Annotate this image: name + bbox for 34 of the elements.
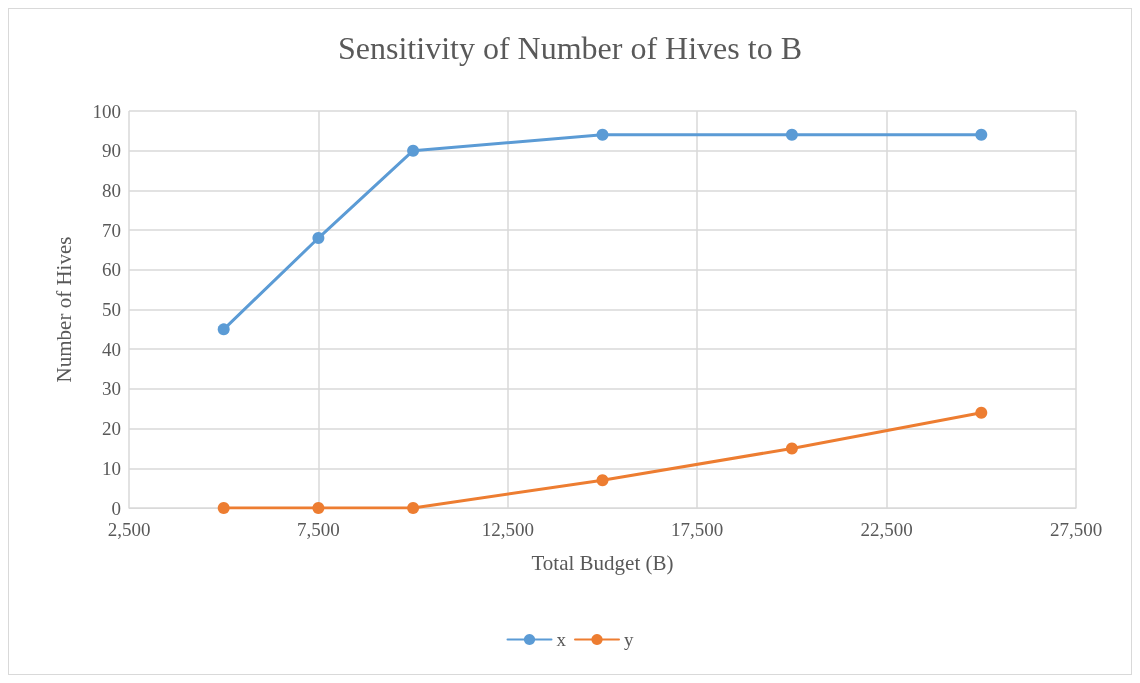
y-tick-label: 60 (102, 259, 121, 281)
y-tick-label: 90 (102, 140, 121, 162)
point (596, 128, 609, 141)
y-tick-label: 100 (92, 100, 121, 122)
legend-label: x (556, 629, 567, 650)
chart-title: Sensitivity of Number of Hives to B (338, 30, 802, 66)
point (407, 502, 420, 514)
y-tick-label: 10 (102, 457, 121, 479)
point (217, 502, 230, 514)
y-tick-label: 50 (102, 299, 121, 320)
point (596, 474, 609, 487)
y-tick-label: 0 (111, 497, 121, 519)
point (312, 502, 325, 514)
x-tick-label: 27,500 (1049, 519, 1103, 540)
point (975, 406, 988, 419)
y-tick-label: 20 (102, 418, 121, 440)
x-tick-label: 7,500 (297, 519, 340, 540)
x-tick-label: 17,500 (671, 519, 724, 540)
x-axis-title: Total Budget (B) (531, 550, 674, 575)
point (975, 128, 988, 141)
point (407, 144, 420, 157)
point (217, 323, 230, 336)
y-tick-label: 70 (102, 219, 121, 241)
x-tick-label: 2,500 (107, 519, 151, 540)
y-tick-label: 80 (102, 179, 121, 201)
legend-label: y (624, 629, 634, 650)
x-tick-label: 22,500 (860, 519, 913, 540)
y-tick-label: 40 (102, 338, 121, 360)
point (785, 128, 798, 141)
point (785, 442, 798, 455)
y-tick-label: 30 (102, 378, 121, 400)
y-axis-title: Number of Hives (51, 236, 76, 383)
x-tick-label: 12,500 (481, 519, 534, 540)
point (312, 232, 325, 245)
